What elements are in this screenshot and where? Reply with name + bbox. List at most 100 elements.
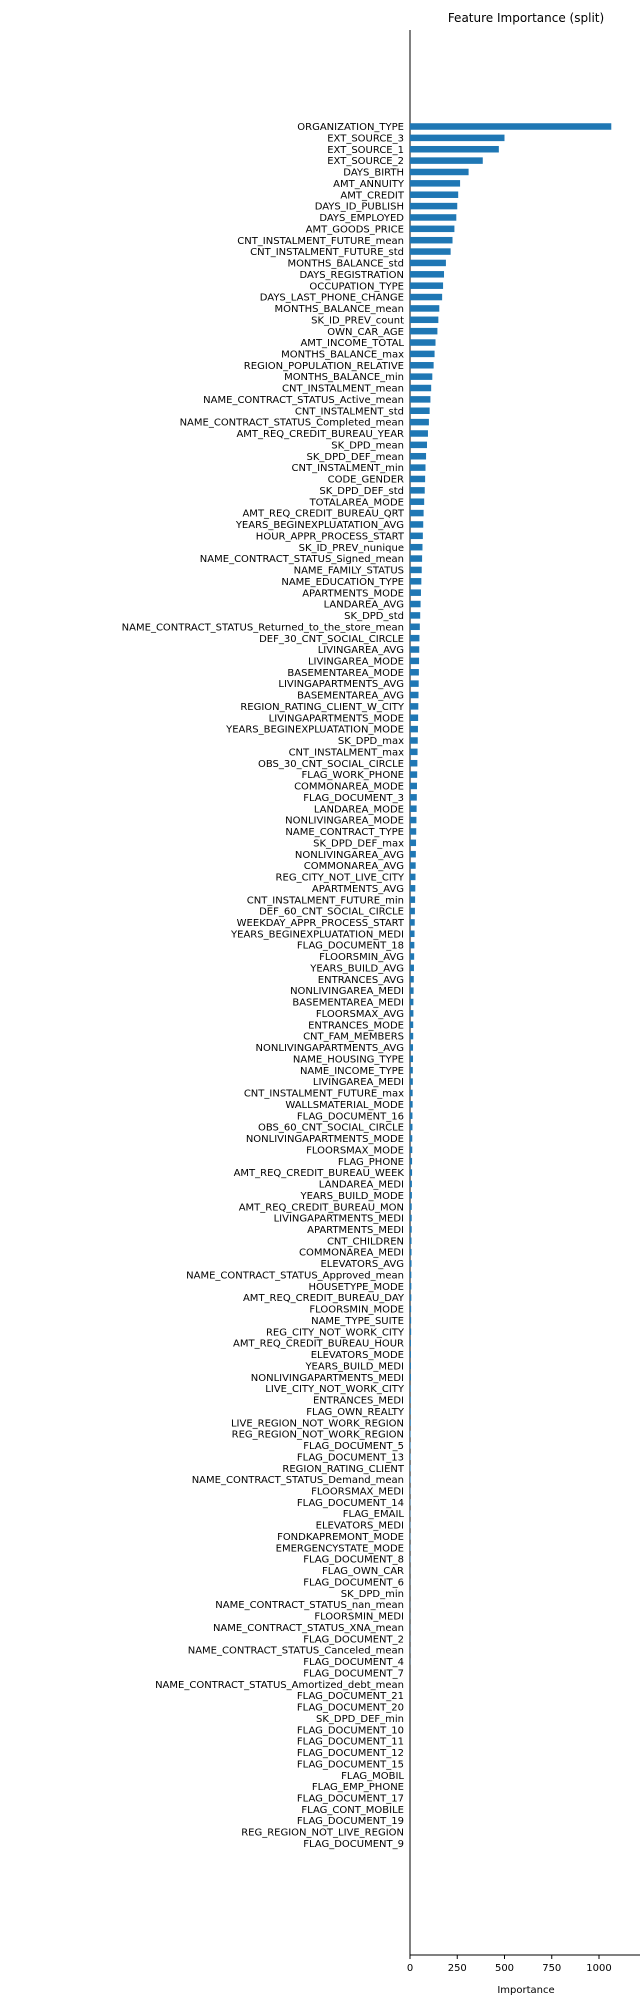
bar (410, 1339, 411, 1347)
y-tick-label: FONDKAPREMONT_MODE (277, 1532, 404, 1543)
y-tick-label: MONTHS_BALANCE_std (287, 259, 404, 270)
bar (410, 612, 421, 619)
chart-title: Feature Importance (split) (448, 11, 604, 25)
y-tick-label: FLAG_DOCUMENT_4 (303, 1657, 404, 1668)
bar (410, 771, 418, 778)
bar (410, 236, 453, 244)
y-tick-label: FLAG_PHONE (338, 1157, 404, 1168)
bar (410, 1476, 411, 1483)
y-tick-label: YEARS_BEGINEXPLUATATION_MEDI (230, 929, 404, 940)
bar (410, 794, 417, 801)
y-tick-label: REG_REGION_NOT_LIVE_REGION (241, 1828, 404, 1839)
bar (410, 669, 419, 676)
y-tick-label: FLAG_DOCUMENT_16 (297, 1111, 404, 1122)
bar (410, 191, 459, 198)
bar (410, 1146, 413, 1154)
bar (410, 452, 427, 460)
y-tick-label: NAME_TYPE_SUITE (311, 1316, 404, 1327)
bar (410, 384, 432, 392)
y-tick-label: LIVINGAPARTMENTS_MODE (269, 713, 404, 724)
y-tick-label: YEARS_BEGINEXPLUATATION_AVG (235, 520, 404, 531)
y-tick-label: SK_DPD_min (341, 1589, 404, 1600)
y-tick-label: FLAG_EMP_PHONE (312, 1782, 404, 1793)
bar (410, 1066, 413, 1074)
y-tick-label: FLAG_DOCUMENT_10 (297, 1725, 404, 1736)
y-tick-label: MONTHS_BALANCE_mean (275, 304, 404, 315)
y-tick-label: SK_DPD_DEF_max (313, 838, 404, 849)
y-tick-label: LIVE_CITY_NOT_WORK_CITY (265, 1384, 405, 1395)
bar (410, 441, 428, 449)
y-tick-label: SK_DPD_mean (331, 440, 404, 451)
bar (410, 316, 439, 324)
bar (410, 691, 419, 699)
y-tick-label: REG_CITY_NOT_LIVE_CITY (276, 873, 405, 884)
bar (410, 1055, 414, 1063)
y-tick-label: YEARS_BUILD_MEDI (304, 1361, 404, 1372)
y-tick-label: FLAG_DOCUMENT_18 (297, 941, 404, 952)
bar (410, 885, 416, 892)
bar (410, 1282, 412, 1290)
y-tick-label: WEEKDAY_APPR_PROCESS_START (237, 918, 405, 929)
y-tick-label: AMT_INCOME_TOTAL (300, 338, 404, 349)
x-tick-label: 250 (448, 1963, 467, 1974)
y-tick-label: BASEMENTAREA_AVG (297, 691, 404, 702)
bar (410, 816, 417, 824)
y-tick-label: YEARS_BEGINEXPLUATATION_MODE (225, 725, 404, 736)
y-tick-label: FLAG_DOCUMENT_2 (303, 1634, 404, 1645)
y-tick-label: DEF_60_CNT_SOCIAL_CIRCLE (259, 907, 404, 918)
bar (410, 225, 455, 233)
bar (410, 1078, 413, 1085)
y-tick-label: SK_ID_PREV_nunique (299, 543, 404, 554)
bar (410, 919, 415, 926)
bar (410, 646, 420, 653)
bar (410, 1373, 411, 1381)
y-tick-label: NONLIVINGAREA_AVG (295, 850, 404, 861)
y-tick-label: NAME_FAMILY_STATUS (294, 566, 404, 577)
y-tick-label: SK_DPD_DEF_mean (307, 452, 404, 463)
bar (410, 1089, 413, 1097)
bar (410, 407, 430, 414)
bar (410, 339, 436, 346)
y-tick-label: FLAG_DOCUMENT_15 (297, 1759, 404, 1770)
bar (410, 930, 415, 938)
y-tick-label: DAYS_REGISTRATION (300, 270, 404, 281)
bar (410, 714, 419, 721)
y-tick-label: FLAG_DOCUMENT_17 (297, 1793, 404, 1804)
bar (410, 805, 417, 812)
y-tick-label: MONTHS_BALANCE_max (281, 350, 404, 361)
bar (410, 873, 416, 881)
y-tick-label: NAME_CONTRACT_STATUS_Demand_mean (192, 1475, 404, 1486)
bar (410, 327, 438, 335)
bar (410, 1214, 412, 1222)
bar (410, 487, 425, 494)
bar (410, 134, 505, 142)
y-tick-label: NAME_CONTRACT_STATUS_Signed_mean (200, 554, 404, 565)
y-tick-label: LANDAREA_MODE (314, 804, 404, 815)
y-tick-label: CNT_FAM_MEMBERS (303, 1032, 404, 1043)
bar (410, 1180, 412, 1188)
bar (410, 214, 457, 221)
y-tick-label: FLAG_DOCUMENT_5 (303, 1441, 404, 1452)
bar (410, 521, 424, 528)
y-tick-label: SK_DPD_std (344, 611, 404, 622)
bar (410, 555, 423, 562)
bar (410, 1328, 412, 1335)
y-tick-label: FLAG_OWN_REALTY (306, 1407, 405, 1418)
y-tick-label: FLAG_MOBIL (341, 1771, 404, 1782)
bar (410, 1135, 413, 1142)
y-tick-label: NAME_CONTRACT_STATUS_nan_mean (215, 1600, 404, 1611)
bar (410, 703, 419, 710)
y-tick-label: FLAG_WORK_PHONE (302, 770, 404, 781)
y-tick-label: AMT_CREDIT (340, 190, 404, 201)
x-tick-label: 1000 (586, 1963, 611, 1974)
y-tick-label: ENTRANCES_MODE (308, 1020, 404, 1031)
bar (410, 964, 414, 972)
y-tick-label: BASEMENTAREA_MODE (287, 668, 404, 679)
bar (410, 998, 414, 1006)
bar (410, 202, 458, 210)
x-tick-label: 750 (542, 1963, 561, 1974)
bar (410, 680, 419, 687)
y-tick-label: AMT_REQ_CREDIT_BUREAU_YEAR (236, 429, 404, 440)
bar (410, 896, 416, 903)
y-tick-label: AMT_REQ_CREDIT_BUREAU_QRT (242, 509, 404, 520)
